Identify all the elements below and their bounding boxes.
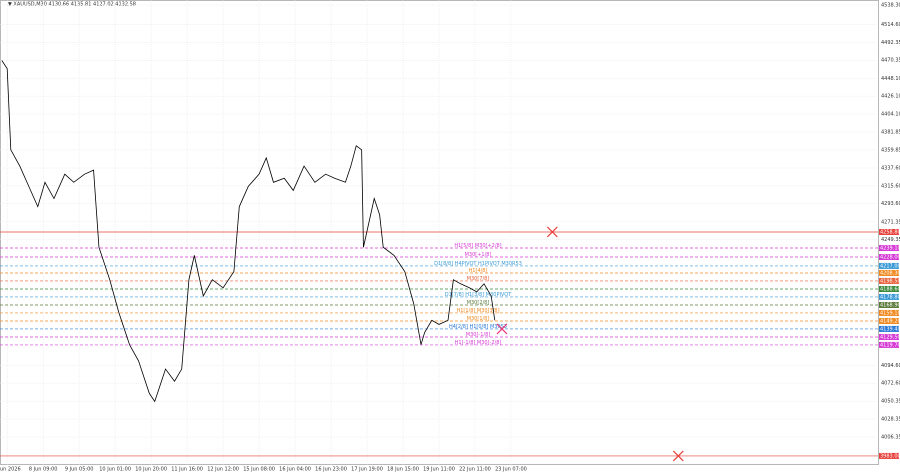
price-tag-label: 4228.00 — [880, 254, 900, 260]
plot-frame — [0, 0, 879, 465]
price-tag — [879, 285, 899, 292]
price-tag — [879, 244, 899, 251]
x-tick-label: 19 Jun 11:00 — [423, 467, 455, 473]
y-tick-label: 4492.35 — [881, 40, 900, 46]
y-tick-label: 4448.10 — [881, 76, 900, 82]
level-label: M30[+1/8] — [465, 252, 492, 258]
x-tick-label: 23 Jun 07:00 — [495, 467, 527, 473]
price-tag-label: 4178.80 — [880, 294, 900, 300]
x-tick-label: 12 Jun 12:00 — [207, 467, 239, 473]
price-tag-label: 4159.10 — [880, 310, 900, 316]
price-tag — [879, 317, 899, 324]
price-tag-label: 4168.90 — [880, 302, 900, 308]
y-tick-label: 4293.60 — [881, 201, 900, 207]
y-tick-label: 4072.60 — [881, 381, 900, 387]
cross-marker — [672, 450, 684, 462]
price-tag — [879, 253, 899, 260]
price-tag — [879, 293, 899, 300]
price-tag-label: 4217.00 — [880, 263, 900, 269]
price-tag-label: 3983.00 — [880, 453, 900, 459]
x-tick-label: 18 Jun 15:00 — [387, 467, 419, 473]
y-tick-label: 4514.60 — [881, 22, 900, 28]
y-tick-label: 4050.35 — [881, 399, 900, 405]
price-tag — [879, 301, 899, 308]
price-tag-label: 4119.70 — [880, 342, 900, 348]
chart-title: ▼ XAUUSD,M30 4130.66 4135.81 4127.02 413… — [8, 2, 136, 8]
y-tick-label: 4426.10 — [881, 94, 900, 100]
price-tag — [879, 277, 899, 284]
cross-stroke — [672, 450, 684, 462]
x-tick-label: 10 Jun 01:00 — [99, 467, 131, 473]
level-label: D1[7/8] H1[3/8] M30PIVOT — [445, 292, 512, 298]
cross-marker — [496, 323, 508, 335]
y-tick-label: 4404.10 — [881, 112, 900, 118]
cross-stroke — [496, 323, 508, 335]
y-tick-label: 4028.35 — [881, 417, 900, 423]
price-tag — [879, 269, 899, 276]
x-tick-label: 17 Jun 19:00 — [351, 467, 383, 473]
price-tag-label: 4149.20 — [880, 318, 900, 324]
level-label: M30[1/8] — [467, 316, 490, 322]
y-tick-label: 4315.60 — [881, 183, 900, 189]
x-tick-label: 5 Jun 2026 — [0, 467, 21, 473]
level-label: M30[-1/8] — [466, 332, 490, 338]
price-tag — [879, 325, 899, 332]
x-tick-label: 16 Jun 04:00 — [279, 467, 311, 473]
price-tag — [879, 262, 899, 269]
level-label: H1[5/8] M30[+2/8] — [454, 243, 501, 249]
level-label: M30[7/8] — [467, 276, 490, 282]
y-tick-label: 4359.85 — [881, 147, 900, 153]
price-tag — [879, 309, 899, 316]
y-tick-label: 4337.60 — [881, 166, 900, 172]
x-tick-label: 9 Jun 05:00 — [65, 467, 94, 473]
price-tag-label: 4239.10 — [880, 245, 900, 251]
x-tick-label: 8 Jun 09:00 — [29, 467, 58, 473]
price-tag — [879, 341, 899, 348]
level-label: M30[2/8] — [467, 300, 490, 306]
y-tick-label: 4470.35 — [881, 58, 900, 64]
price-tag-label: 4129.50 — [880, 334, 900, 340]
level-label: D1[8/8] H4PIVOT H1PIVOT M30R53 — [434, 261, 522, 267]
level-label: H1[4/8] — [469, 268, 488, 274]
price-line — [1, 60, 496, 403]
cross-marker — [546, 226, 558, 238]
price-tag — [879, 228, 899, 235]
y-tick-label: 4538.30 — [881, 3, 900, 9]
x-tick-label: 16 Jun 23:00 — [315, 467, 347, 473]
price-tag — [879, 452, 899, 459]
level-label: H1[1/8] M30[3/8] — [456, 308, 499, 314]
y-tick-label: 4006.35 — [881, 434, 900, 440]
y-tick-label: 4271.35 — [881, 219, 900, 225]
price-tag-label: 4198.50 — [880, 278, 900, 284]
y-tick-label: 4094.60 — [881, 363, 900, 369]
y-tick-label: 4381.85 — [881, 130, 900, 136]
price-tag-label: 4139.40 — [880, 326, 900, 332]
y-tick-label: 4249.35 — [881, 237, 900, 243]
x-tick-label: 15 Jun 08:00 — [243, 467, 275, 473]
cross-stroke — [546, 226, 558, 238]
price-tag-label: 4208.30 — [880, 270, 900, 276]
level-label: H1[-1/8] M30[-2/8] — [455, 340, 502, 346]
x-tick-label: 10 Jun 20:00 — [135, 467, 167, 473]
level-label: H4[2/8] H1[0/8] M30S3 — [449, 324, 507, 330]
price-tag-label: 4188.60 — [880, 286, 900, 292]
price-tag — [879, 333, 899, 340]
x-tick-label: 22 Jun 11:00 — [459, 467, 491, 473]
price-tag-label: 4258.80 — [880, 229, 900, 235]
x-tick-label: 11 Jun 16:00 — [171, 467, 203, 473]
